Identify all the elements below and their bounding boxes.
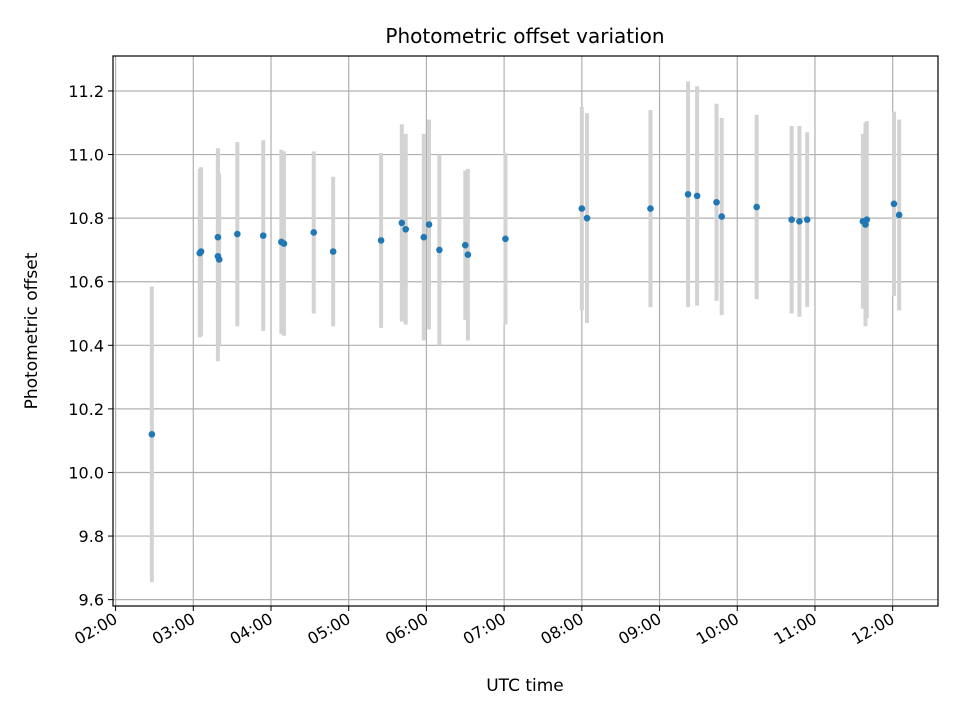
data-point — [718, 213, 726, 220]
y-tick-label: 9.8 — [79, 527, 104, 546]
y-tick-label: 10.6 — [68, 273, 104, 292]
data-point — [461, 241, 469, 249]
data-point — [796, 218, 803, 225]
data-point — [788, 216, 795, 224]
y-tick-label: 10.0 — [68, 463, 104, 482]
y-axis-label: Photometric offset — [22, 252, 42, 409]
data-point — [436, 246, 443, 254]
data-point — [280, 240, 288, 247]
data-points — [148, 190, 903, 438]
chart-title: Photometric offset variation — [385, 24, 664, 48]
y-tick-label: 9.6 — [79, 591, 104, 610]
data-point — [234, 230, 241, 238]
data-point — [148, 431, 156, 438]
data-point — [693, 192, 701, 200]
x-axis-label: UTC time — [486, 676, 564, 696]
y-tick-label: 10.2 — [68, 400, 104, 419]
data-point — [578, 205, 586, 212]
data-point — [420, 233, 428, 241]
y-tick-label: 11.2 — [68, 82, 104, 101]
data-point — [464, 251, 472, 258]
data-point — [803, 216, 811, 224]
data-point — [863, 216, 871, 224]
data-point — [398, 219, 406, 227]
data-point — [890, 200, 898, 208]
data-point — [402, 225, 410, 233]
data-point — [684, 190, 692, 198]
data-point — [502, 235, 509, 243]
y-axis-ticks: 9.6 9.8 10.0 10.2 10.4 10.6 10.8 11.0 11.2 — [68, 82, 113, 610]
data-point — [425, 221, 433, 228]
y-tick-label: 11.0 — [68, 146, 104, 165]
data-point — [583, 214, 591, 222]
data-point — [259, 232, 267, 239]
data-point — [713, 198, 720, 206]
y-tick-label: 10.8 — [68, 209, 104, 228]
data-point — [215, 256, 223, 263]
y-tick-label: 10.4 — [68, 336, 104, 355]
data-point — [753, 203, 760, 211]
data-point — [329, 248, 337, 255]
data-point — [214, 233, 222, 241]
data-point — [310, 229, 318, 236]
plot-frame — [112, 55, 939, 607]
data-point — [647, 205, 654, 212]
data-point — [377, 237, 385, 244]
data-point — [197, 248, 205, 255]
data-point — [895, 211, 903, 219]
